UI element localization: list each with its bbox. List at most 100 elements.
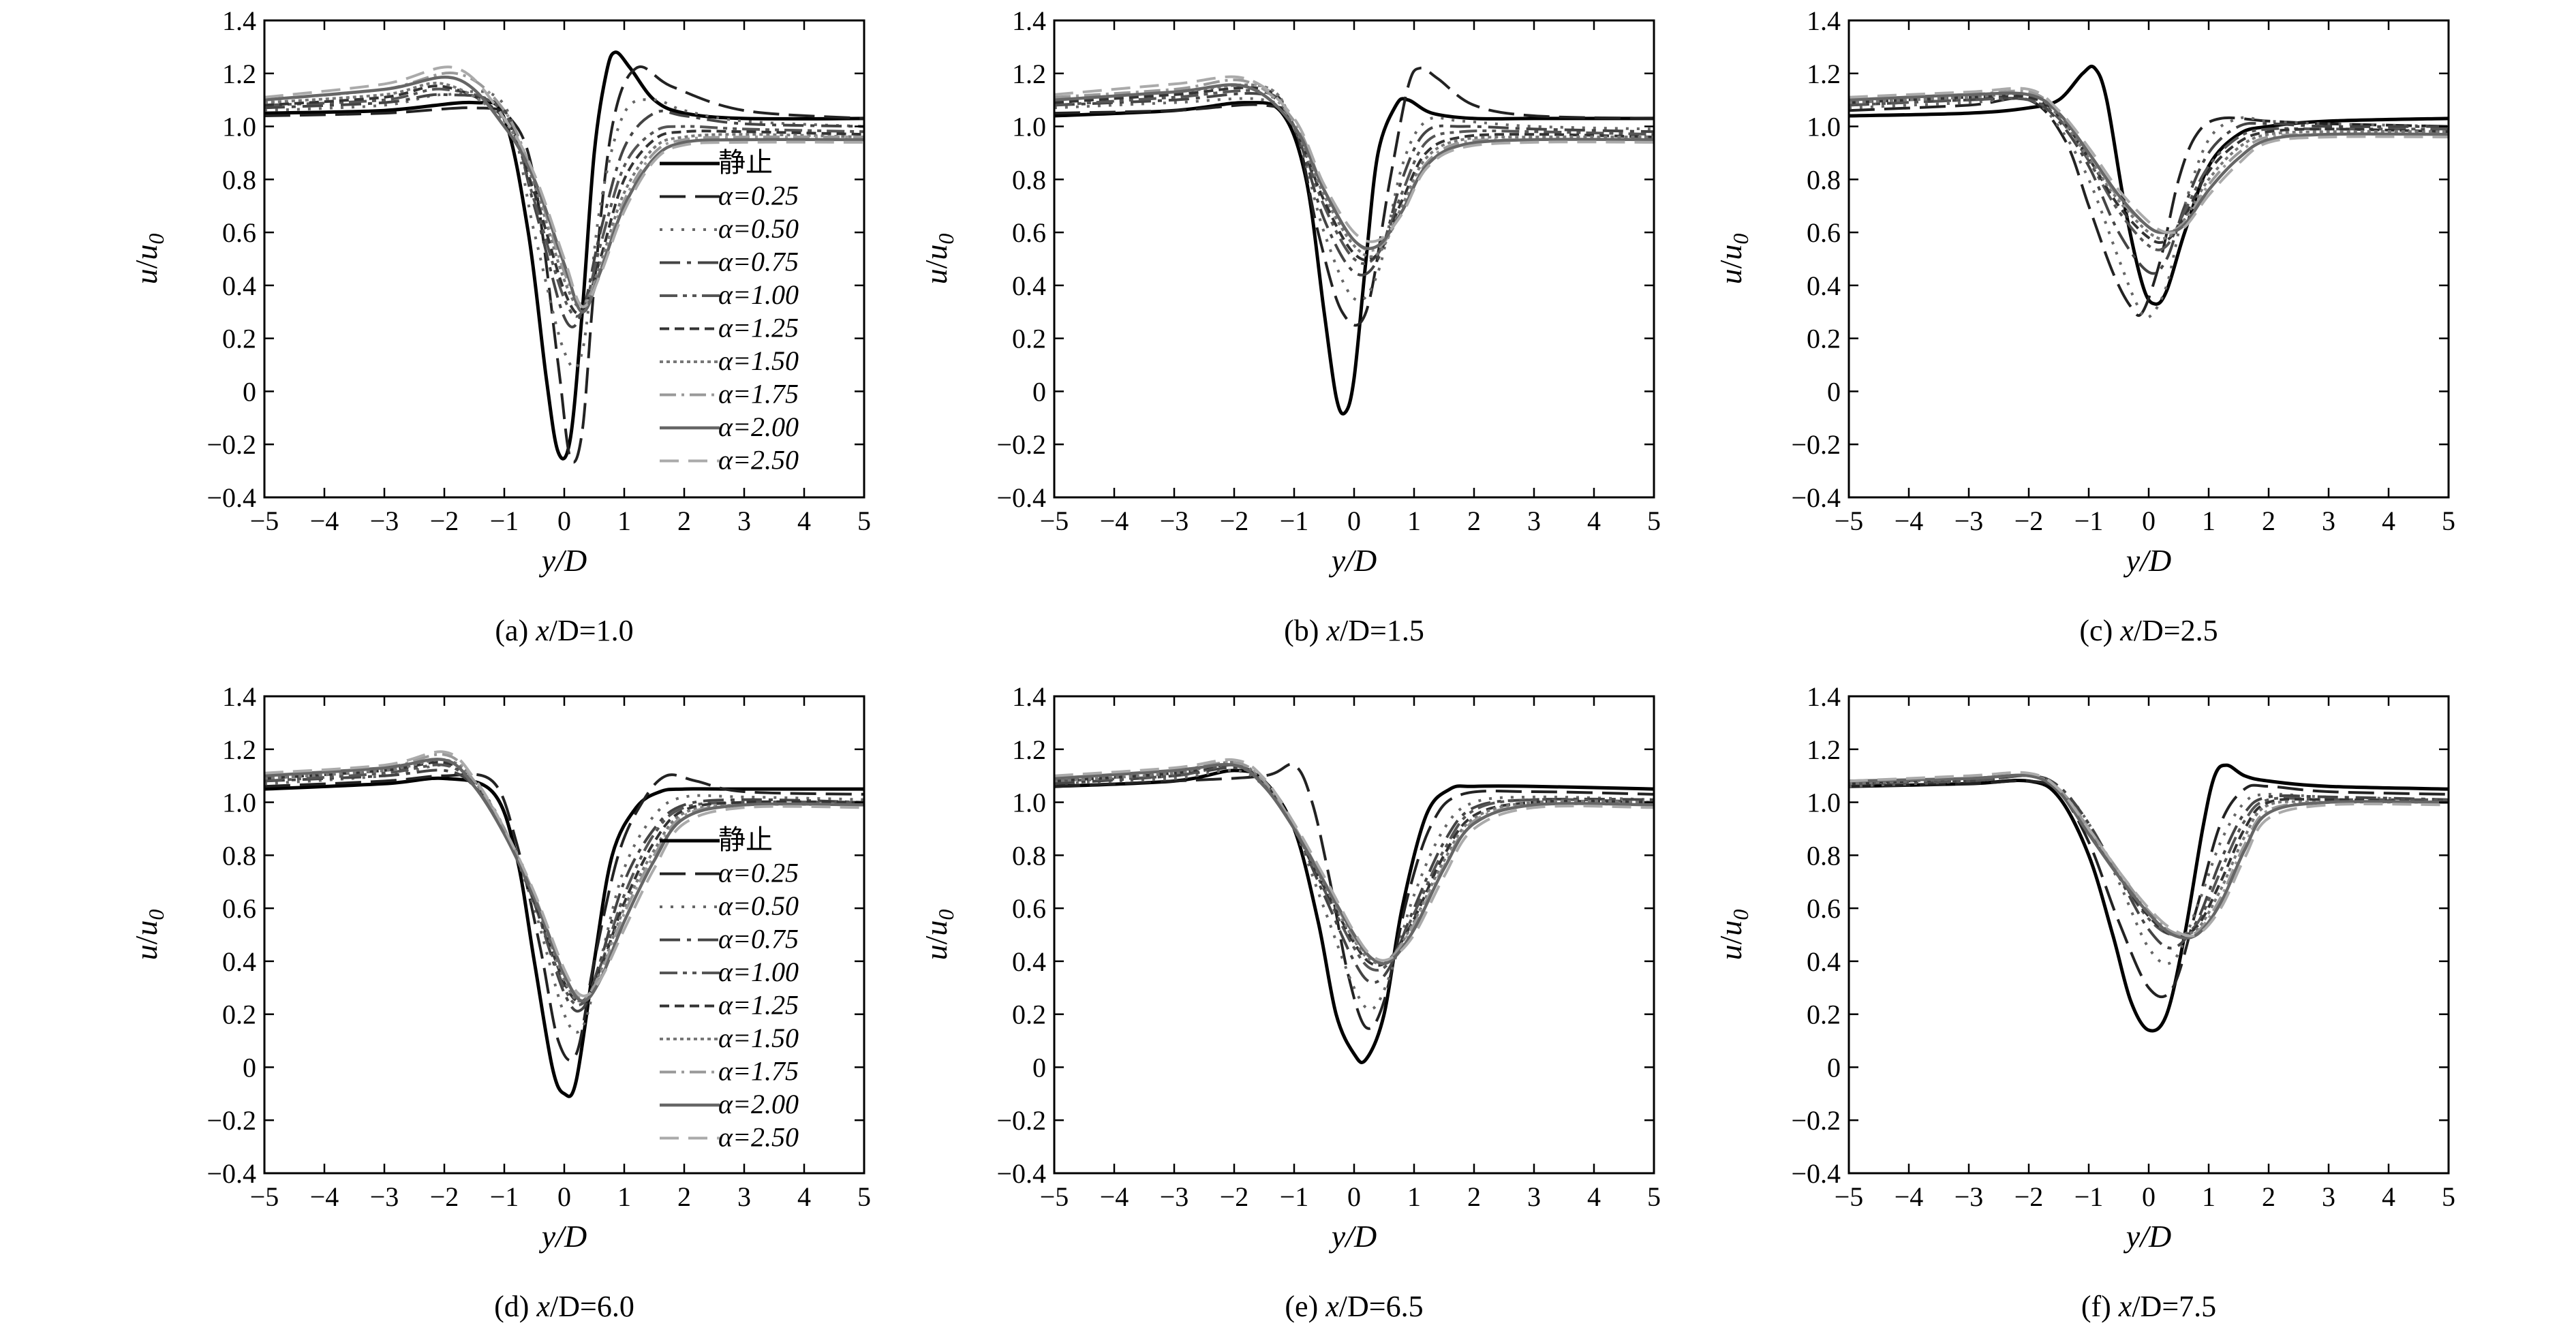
y-axis-label: u/u0 (919, 234, 958, 285)
x-tick-label: −2 (1220, 1181, 1249, 1212)
x-tick-label: 5 (2442, 1181, 2455, 1212)
y-tick-label: 0.6 (222, 217, 256, 248)
series-line-3 (1054, 92, 1654, 277)
x-tick-label: −2 (430, 1181, 459, 1212)
y-tick-label: 0.4 (222, 270, 256, 301)
legend-label: α=0.50 (718, 213, 799, 244)
y-tick-label: −0.4 (1791, 482, 1841, 513)
legend-label: α=1.75 (718, 379, 799, 409)
legend-label: α=1.25 (718, 990, 799, 1021)
y-tick-label: 0.8 (222, 164, 256, 195)
series-line-5 (264, 84, 864, 315)
x-tick-label: 2 (677, 1181, 691, 1212)
series-line-0 (264, 776, 864, 1098)
y-tick-label: 0.4 (1807, 270, 1841, 301)
series-line-3 (1849, 774, 2449, 950)
y-tick-label: −0.4 (996, 1158, 1046, 1189)
series-line-3 (1849, 97, 2449, 275)
x-tick-label: 5 (857, 1181, 871, 1212)
y-tick-label: 1.0 (1012, 788, 1046, 818)
panel-caption: (b) x/D=1.5 (1284, 614, 1424, 647)
series-line-9 (264, 750, 864, 997)
series-line-5 (264, 760, 864, 1003)
x-tick-label: −3 (370, 506, 399, 536)
x-tick-label: −3 (1954, 506, 1984, 536)
y-tick-label: 0 (1032, 1052, 1046, 1083)
x-tick-label: 4 (797, 1181, 811, 1212)
series-line-8 (1849, 91, 2449, 234)
series-line-8 (1054, 83, 1654, 251)
y-tick-label: 0 (1827, 1052, 1841, 1083)
y-tick-label: 0.6 (1012, 893, 1046, 924)
y-tick-label: 1.4 (1807, 5, 1841, 36)
y-tick-label: 0.4 (1012, 270, 1046, 301)
y-tick-label: 1.0 (1012, 112, 1046, 142)
series-line-4 (1849, 97, 2449, 251)
series-line-9 (1054, 758, 1654, 962)
x-tick-label: 0 (1347, 1181, 1361, 1212)
panel-caption: (c) x/D=2.5 (2079, 614, 2218, 647)
y-tick-label: 0.2 (222, 999, 256, 1030)
legend-label: α=2.00 (718, 1089, 799, 1119)
x-tick-label: 3 (1527, 506, 1541, 536)
x-tick-label: 3 (1527, 1181, 1541, 1212)
series-line-5 (1054, 763, 1654, 967)
y-axis-label: u/u0 (1713, 910, 1753, 961)
x-tick-label: 1 (1407, 506, 1421, 536)
x-tick-label: 4 (2382, 506, 2395, 536)
x-tick-label: −2 (430, 506, 459, 536)
series-line-9 (1054, 75, 1654, 243)
y-tick-label: 0.6 (1807, 217, 1841, 248)
x-tick-label: 4 (1587, 506, 1601, 536)
x-tick-label: 5 (1647, 1181, 1661, 1212)
y-tick-label: −0.2 (1791, 1105, 1841, 1136)
series-line-7 (264, 753, 864, 1000)
series-line-8 (264, 75, 864, 314)
series-line-9 (1849, 87, 2449, 234)
y-tick-label: 1.0 (1807, 112, 1841, 142)
x-tick-label: 2 (2262, 506, 2275, 536)
x-tick-label: −1 (1280, 1181, 1309, 1212)
x-tick-label: −4 (1100, 1181, 1129, 1212)
panel-caption: (a) x/D=1.0 (495, 614, 633, 647)
series-line-6 (264, 82, 864, 309)
legend-label: α=1.75 (718, 1056, 799, 1087)
x-tick-label: 5 (1647, 506, 1661, 536)
legend: 静止α=0.25α=0.50α=0.75α=1.00α=1.25α=1.50α=… (660, 147, 799, 476)
x-tick-label: 3 (2322, 1181, 2335, 1212)
x-tick-label: 1 (2202, 506, 2215, 536)
legend-label: α=1.00 (718, 279, 799, 310)
y-tick-label: 1.4 (1012, 5, 1046, 36)
x-tick-label: −1 (2074, 1181, 2104, 1212)
y-tick-label: 0 (243, 1052, 256, 1083)
y-tick-label: 1.2 (1807, 59, 1841, 89)
series-group (264, 50, 864, 464)
y-tick-label: 0.4 (222, 946, 256, 977)
panel-caption: (f) x/D=7.5 (2081, 1290, 2216, 1323)
y-tick-label: 1.2 (222, 734, 256, 765)
x-tick-label: 2 (1467, 506, 1481, 536)
y-axis-label: u/u0 (129, 910, 168, 961)
series-line-3 (264, 93, 864, 328)
x-tick-label: −5 (1040, 1181, 1069, 1212)
y-axis-label: u/u0 (919, 910, 958, 961)
series-line-0 (1054, 97, 1654, 416)
y-tick-label: 0.8 (222, 840, 256, 871)
series-line-1 (1849, 779, 2449, 999)
legend-label: α=1.50 (718, 345, 799, 376)
x-tick-label: −2 (2014, 506, 2044, 536)
legend-label: α=0.75 (718, 924, 799, 955)
x-tick-label: −5 (250, 506, 279, 536)
x-tick-label: −1 (490, 506, 519, 536)
panel-d: −5 −4 −3 −2 −1 0 1 2 3 4 5 −0.4 −0.2 0 0.2 0.4 0.6 0.8 1.0… (129, 681, 871, 1323)
panel-caption: (d) x/D=6.0 (494, 1290, 634, 1323)
x-tick-label: 2 (2262, 1181, 2275, 1212)
legend: 静止α=0.25α=0.50α=0.75α=1.00α=1.25α=1.50α=… (660, 824, 799, 1153)
x-tick-label: −1 (2074, 506, 2104, 536)
series-line-9 (264, 65, 864, 309)
y-axis-label: u/u0 (129, 234, 168, 285)
x-tick-label: 4 (797, 506, 811, 536)
y-tick-label: 0.8 (1012, 840, 1046, 871)
y-tick-label: 1.4 (1807, 681, 1841, 712)
x-tick-label: 3 (2322, 506, 2335, 536)
